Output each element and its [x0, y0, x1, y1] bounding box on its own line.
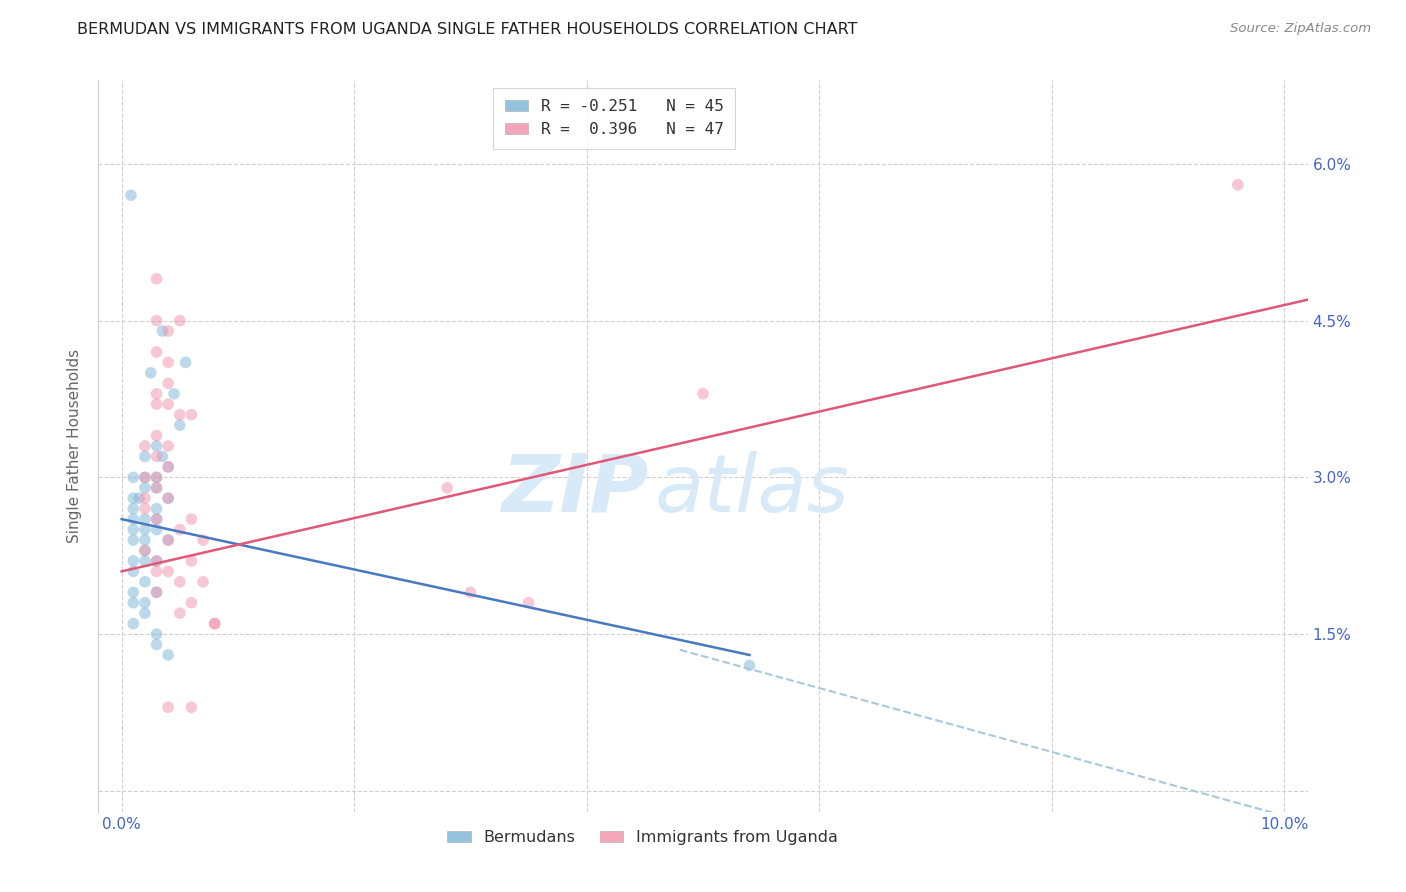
Point — [145, 386, 167, 401]
Point — [145, 638, 167, 652]
Point — [169, 418, 191, 433]
Point — [134, 470, 156, 484]
Point — [180, 408, 202, 422]
Point — [174, 355, 197, 369]
Point — [163, 386, 186, 401]
Point — [1226, 178, 1249, 192]
Point — [169, 606, 191, 620]
Point — [139, 366, 162, 380]
Point — [157, 397, 180, 411]
Text: Source: ZipAtlas.com: Source: ZipAtlas.com — [1230, 22, 1371, 36]
Point — [134, 491, 156, 506]
Point — [134, 533, 156, 547]
Point — [692, 386, 714, 401]
Point — [122, 596, 145, 610]
Point — [157, 533, 180, 547]
Point — [134, 481, 156, 495]
Point — [122, 616, 145, 631]
Point — [145, 450, 167, 464]
Point — [134, 606, 156, 620]
Point — [122, 501, 145, 516]
Point — [122, 533, 145, 547]
Point — [460, 585, 482, 599]
Point — [517, 596, 540, 610]
Point — [157, 376, 180, 391]
Point — [157, 439, 180, 453]
Point — [134, 512, 156, 526]
Text: ZIP: ZIP — [501, 450, 648, 529]
Point — [122, 491, 145, 506]
Point — [122, 523, 145, 537]
Point — [134, 596, 156, 610]
Point — [122, 585, 145, 599]
Point — [128, 491, 150, 506]
Point — [145, 439, 167, 453]
Point — [145, 397, 167, 411]
Point — [169, 313, 191, 327]
Point — [150, 450, 173, 464]
Point — [145, 512, 167, 526]
Point — [180, 554, 202, 568]
Point — [191, 533, 214, 547]
Y-axis label: Single Father Households: Single Father Households — [67, 349, 83, 543]
Point — [169, 523, 191, 537]
Point — [145, 481, 167, 495]
Point — [157, 459, 180, 474]
Point — [157, 565, 180, 579]
Point — [145, 554, 167, 568]
Point — [145, 554, 167, 568]
Point — [134, 450, 156, 464]
Point — [180, 700, 202, 714]
Point — [134, 501, 156, 516]
Point — [134, 543, 156, 558]
Point — [157, 355, 180, 369]
Point — [134, 574, 156, 589]
Point — [169, 408, 191, 422]
Point — [134, 439, 156, 453]
Point — [134, 470, 156, 484]
Point — [204, 616, 226, 631]
Point — [145, 470, 167, 484]
Point — [145, 627, 167, 641]
Point — [145, 565, 167, 579]
Point — [122, 554, 145, 568]
Point — [157, 491, 180, 506]
Point — [122, 565, 145, 579]
Point — [145, 470, 167, 484]
Point — [157, 533, 180, 547]
Point — [122, 512, 145, 526]
Point — [180, 596, 202, 610]
Point — [134, 523, 156, 537]
Point — [145, 272, 167, 286]
Point — [134, 543, 156, 558]
Point — [145, 481, 167, 495]
Point — [204, 616, 226, 631]
Point — [145, 428, 167, 442]
Point — [145, 523, 167, 537]
Point — [157, 700, 180, 714]
Point — [145, 585, 167, 599]
Point — [738, 658, 761, 673]
Point — [122, 470, 145, 484]
Legend: Bermudans, Immigrants from Uganda: Bermudans, Immigrants from Uganda — [437, 821, 848, 855]
Point — [191, 574, 214, 589]
Point — [157, 459, 180, 474]
Point — [150, 324, 173, 338]
Point — [157, 648, 180, 662]
Text: atlas: atlas — [655, 450, 849, 529]
Point — [120, 188, 142, 202]
Point — [145, 501, 167, 516]
Point — [145, 512, 167, 526]
Point — [145, 313, 167, 327]
Point — [157, 324, 180, 338]
Text: BERMUDAN VS IMMIGRANTS FROM UGANDA SINGLE FATHER HOUSEHOLDS CORRELATION CHART: BERMUDAN VS IMMIGRANTS FROM UGANDA SINGL… — [77, 22, 858, 37]
Point — [180, 512, 202, 526]
Point — [169, 574, 191, 589]
Point — [145, 585, 167, 599]
Point — [157, 491, 180, 506]
Point — [436, 481, 458, 495]
Point — [134, 554, 156, 568]
Point — [145, 345, 167, 359]
